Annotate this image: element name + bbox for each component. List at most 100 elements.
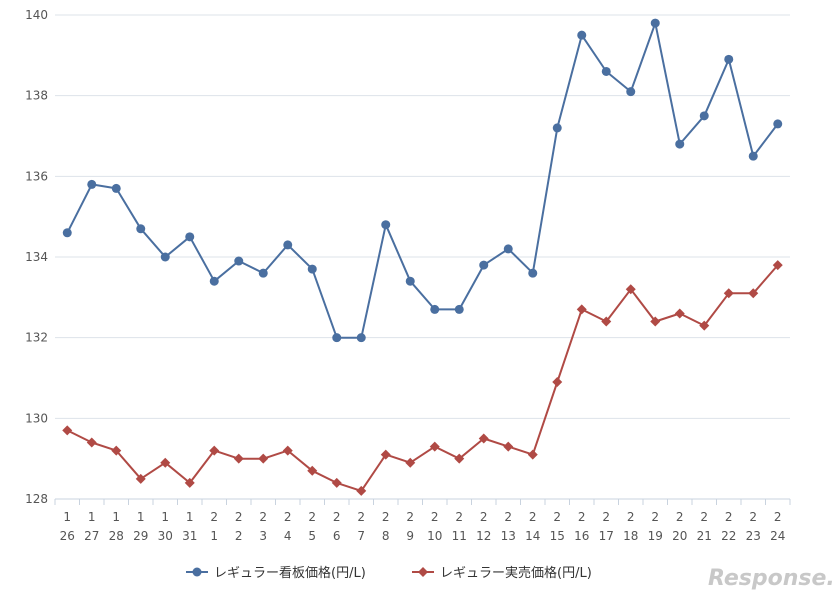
series-2-point-14 [405,457,416,468]
series-1-point-18 [503,244,513,254]
x-tick-day-12: 7 [357,529,365,543]
response-watermark: Response. [708,566,833,591]
series-1-point-28 [748,151,758,161]
series-1-point-1 [87,179,97,189]
x-tick-day-10: 5 [308,529,316,543]
series-line-2 [66,264,779,492]
series-1-point-16 [454,304,464,314]
series-1-point-12 [356,333,366,343]
series-2-point-28 [748,288,759,299]
x-tick-month-6: 2 [210,510,218,524]
series-1-point-22 [601,66,611,76]
x-tick-month-28: 2 [749,510,757,524]
x-tick-month-15: 2 [431,510,439,524]
x-tick-day-20: 15 [550,529,565,543]
series-2-point-7 [233,453,244,464]
series-2-point-3 [135,473,146,484]
series-1-point-7 [234,256,244,266]
x-tick-day-21: 16 [574,529,589,543]
series-1-point-25 [675,139,685,149]
x-tick-month-7: 2 [235,510,243,524]
x-tick-day-18: 13 [501,529,516,543]
series-2-point-0 [62,425,73,436]
series-2-point-29 [772,260,783,271]
x-tick-month-20: 2 [553,510,561,524]
series-1-point-23 [626,87,636,97]
x-tick-month-22: 2 [602,510,610,524]
x-tick-month-16: 2 [455,510,463,524]
series-2-point-21 [576,304,587,315]
series-1-point-4 [160,252,170,262]
series-2-point-23 [625,284,636,295]
series-2-point-25 [674,308,685,319]
x-tick-day-22: 17 [599,529,614,543]
x-tick-month-5: 1 [186,510,194,524]
x-tick-day-11: 6 [333,529,341,543]
y-tick-label-134: 134 [25,250,48,264]
series-1-point-2 [111,183,121,193]
y-tick-label-130: 130 [25,411,48,425]
series-2-point-6 [209,445,220,456]
x-tick-month-0: 1 [63,510,71,524]
x-tick-month-3: 1 [137,510,145,524]
x-tick-month-4: 1 [161,510,169,524]
series-1-point-24 [650,18,660,28]
series-2-point-15 [429,441,440,452]
x-tick-day-6: 1 [210,529,218,543]
x-tick-day-26: 21 [697,529,712,543]
series-1-point-29 [773,119,783,129]
x-tick-day-25: 20 [672,529,687,543]
series-2-point-9 [282,445,293,456]
x-tick-month-29: 2 [774,510,782,524]
x-tick-month-1: 1 [88,510,96,524]
series-1-point-9 [283,240,293,250]
series-1-point-17 [479,260,489,270]
y-tick-label-128: 128 [25,492,48,506]
legend-label-2: レギュラー実売価格(円/L) [440,565,592,581]
series-2-point-24 [650,316,661,327]
x-tick-day-0: 26 [60,529,75,543]
x-tick-month-26: 2 [700,510,708,524]
x-tick-day-19: 14 [525,529,540,543]
y-tick-label-136: 136 [25,169,48,183]
x-tick-day-13: 8 [382,529,390,543]
legend-marker-1 [192,567,202,577]
series-2-point-17 [478,433,489,444]
x-tick-month-24: 2 [651,510,659,524]
series-2-point-26 [699,320,710,331]
x-axis: 1261271281291301312122232425262728292102… [54,499,791,543]
series-2-point-27 [723,288,734,299]
series-1-point-11 [332,333,342,343]
x-tick-month-2: 1 [112,510,120,524]
x-tick-day-8: 3 [259,529,267,543]
x-tick-month-17: 2 [480,510,488,524]
series-2-point-11 [331,477,342,488]
x-tick-month-13: 2 [382,510,390,524]
series-1-point-21 [577,30,587,40]
x-tick-day-2: 28 [109,529,124,543]
x-tick-day-17: 12 [476,529,491,543]
x-tick-month-11: 2 [333,510,341,524]
series-1-point-27 [724,54,734,64]
legend: レギュラー看板価格(円/L) レギュラー実売価格(円/L) [186,565,592,581]
series-2-point-5 [184,477,195,488]
series-1-point-26 [699,111,709,121]
x-tick-month-18: 2 [504,510,512,524]
y-tick-label-132: 132 [25,331,48,345]
x-tick-month-23: 2 [627,510,635,524]
x-tick-day-5: 31 [182,529,197,543]
series-line-1 [66,22,779,339]
x-tick-day-3: 29 [133,529,148,543]
x-tick-day-1: 27 [84,529,99,543]
x-tick-month-25: 2 [676,510,684,524]
x-tick-day-29: 24 [770,529,785,543]
series-1-point-3 [136,224,146,234]
series-1-point-20 [552,123,562,133]
series-1-point-0 [62,228,72,238]
x-tick-day-15: 10 [427,529,442,543]
series-2-point-18 [503,441,514,452]
series-2-point-20 [552,377,563,388]
series-1-point-6 [209,276,219,286]
x-tick-day-14: 9 [406,529,414,543]
